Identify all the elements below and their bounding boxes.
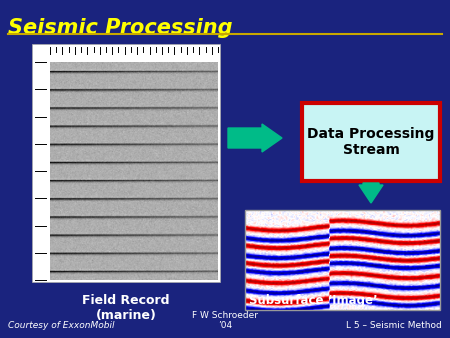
Text: L 5 – Seismic Method: L 5 – Seismic Method bbox=[346, 321, 442, 330]
Text: Courtesy of ExxonMobil: Courtesy of ExxonMobil bbox=[8, 321, 114, 330]
FancyArrow shape bbox=[228, 124, 282, 152]
Bar bbox=[245, 210, 440, 310]
FancyArrow shape bbox=[359, 183, 383, 203]
Text: Seismic Processing: Seismic Processing bbox=[8, 18, 233, 38]
Bar bbox=[302, 103, 440, 181]
Text: Subsurface ‘Image’: Subsurface ‘Image’ bbox=[249, 294, 378, 307]
Bar bbox=[32, 44, 220, 282]
Text: Data Processing
Stream: Data Processing Stream bbox=[307, 127, 435, 157]
Text: F W Schroeder
’04: F W Schroeder ’04 bbox=[192, 311, 258, 330]
Text: Field Record
(marine): Field Record (marine) bbox=[82, 294, 170, 322]
